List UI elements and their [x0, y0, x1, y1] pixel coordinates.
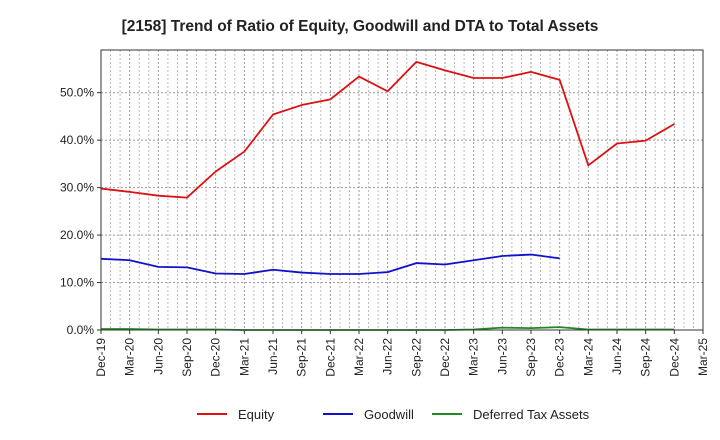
- x-tick-label: Sep-24: [639, 338, 653, 377]
- series-line-goodwill: [100, 253, 560, 275]
- x-tick-label: Dec-22: [438, 338, 452, 377]
- x-tick-label: Jun-22: [381, 338, 395, 375]
- x-tick-label: Mar-23: [467, 338, 481, 376]
- y-tick-label: 10.0%: [60, 276, 94, 290]
- legend: Equity Goodwill Deferred Tax Assets: [197, 407, 590, 422]
- legend-label-deferred-tax-assets: Deferred Tax Assets: [473, 407, 590, 422]
- legend-label-goodwill: Goodwill: [364, 407, 414, 422]
- x-tick-label: Dec-21: [323, 338, 337, 377]
- x-tick-label: Mar-21: [237, 338, 251, 376]
- y-tick-label: 0.0%: [67, 323, 95, 337]
- y-tick-label: 30.0%: [60, 181, 94, 195]
- x-tick-label: Sep-23: [524, 338, 538, 377]
- y-axis: 0.0% 10.0% 20.0% 30.0% 40.0% 50.0%: [60, 86, 101, 337]
- x-tick-label: Mar-25: [696, 338, 710, 376]
- x-tick-label: Sep-22: [409, 338, 423, 377]
- x-tick-label: Dec-20: [209, 338, 223, 377]
- x-tick-label: Mar-22: [352, 338, 366, 376]
- x-tick-label: Dec-23: [553, 338, 567, 377]
- x-tick-label: Dec-24: [667, 338, 681, 377]
- chart-title: [2158] Trend of Ratio of Equity, Goodwil…: [122, 18, 599, 35]
- x-tick-label: Mar-20: [123, 338, 137, 376]
- x-tick-label: Jun-24: [610, 338, 624, 375]
- plot-frame: [100, 49, 704, 331]
- x-tick-label: Jun-23: [495, 338, 509, 375]
- grid: [101, 50, 703, 331]
- legend-label-equity: Equity: [238, 407, 275, 422]
- x-tick-label: Jun-21: [266, 338, 280, 375]
- x-tick-label: Jun-20: [151, 338, 165, 375]
- x-axis: Dec-19 Mar-20 Jun-20 Sep-20 Dec-20 Mar-21 Jun-…: [94, 330, 710, 377]
- x-tick-label: Mar-24: [581, 338, 595, 376]
- x-tick-label: Dec-19: [94, 338, 108, 377]
- y-tick-label: 40.0%: [60, 133, 94, 147]
- x-tick-label: Sep-21: [295, 338, 309, 377]
- y-tick-label: 50.0%: [60, 86, 94, 100]
- x-tick-label: Sep-20: [180, 338, 194, 377]
- series-line-equity: [100, 60, 675, 199]
- y-tick-label: 20.0%: [60, 228, 94, 242]
